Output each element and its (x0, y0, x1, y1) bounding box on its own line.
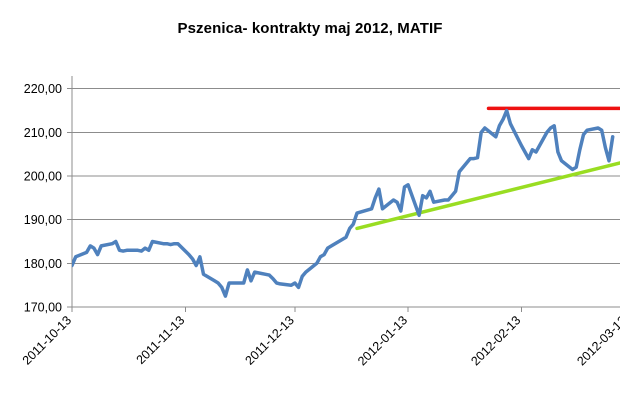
x-tick-label: 2011-10-13 (20, 313, 74, 367)
price-series-line (72, 108, 615, 298)
axes (67, 76, 620, 312)
gridlines (72, 88, 620, 308)
y-tick-label: 180,00 (24, 257, 62, 271)
chart-title: Pszenica- kontrakty maj 2012, MATIF (177, 20, 443, 37)
y-axis-tick-labels: 170,00 180,00 190,00 200,00 210,00 220,00 (24, 82, 62, 314)
x-tick-label: 2011-12-13 (243, 313, 297, 367)
y-tick-label: 210,00 (24, 126, 62, 140)
x-tick-label: 2011-11-13 (134, 313, 188, 367)
y-tick-label: 190,00 (24, 213, 62, 227)
support-trend-line (355, 161, 620, 231)
series-lines (72, 106, 620, 298)
y-tick-label: 200,00 (24, 170, 62, 184)
x-tick-label: 2012-03-13 (574, 313, 620, 368)
y-tick-label: 220,00 (24, 82, 62, 96)
x-axis-tick-labels: 2011-10-13 2011-11-13 2011-12-13 2012-01-13… (20, 313, 620, 368)
x-tick-label: 2012-02-13 (468, 313, 523, 368)
x-tick-label: 2012-01-13 (355, 313, 410, 368)
y-tick-label: 170,00 (24, 301, 62, 315)
